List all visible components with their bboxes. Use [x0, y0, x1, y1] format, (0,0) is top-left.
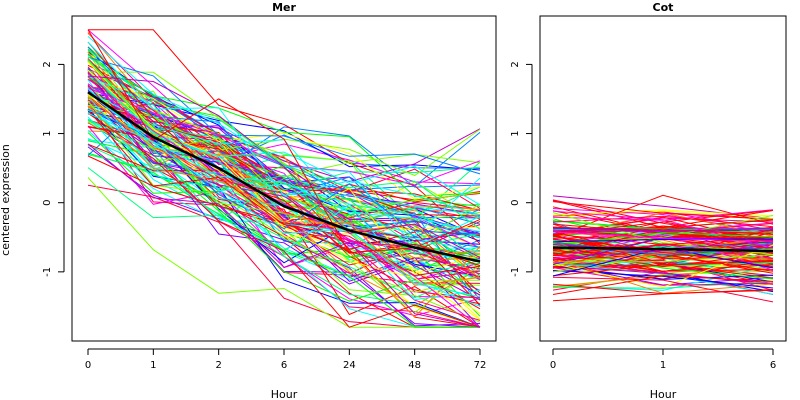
mer-profile-line — [87, 118, 481, 263]
cot-profile-line — [552, 231, 774, 265]
mer-profile-line — [87, 29, 481, 298]
cot-profile-line — [552, 225, 774, 251]
mer-profile-line — [87, 54, 481, 198]
panel-mer-frame — [71, 15, 497, 342]
mer-profile-line — [87, 71, 481, 206]
mer-profile-line — [87, 112, 481, 233]
mer-profile-line — [87, 108, 481, 235]
mer-x-tick-label: 1 — [150, 360, 156, 371]
mer-profile-line — [87, 56, 481, 230]
mer-profile-line — [87, 84, 481, 301]
mer-profile-line — [87, 143, 481, 328]
cot-profile-line — [552, 231, 774, 242]
mer-profile-line — [87, 61, 481, 320]
panel-cot: Cot 0 1 6 -1 0 1 2 Hour — [510, 1, 787, 400]
mer-profile-line — [87, 112, 481, 328]
mer-x-axis-label: Hour — [271, 388, 298, 400]
mer-x-tick-label: 2 — [215, 360, 221, 371]
cot-x-axis: 0 1 6 — [550, 348, 776, 371]
cot-y-tick-label: 2 — [510, 61, 521, 67]
mer-profile-line — [87, 75, 481, 258]
mer-profile-line — [87, 100, 481, 284]
cot-x-tick-label: 1 — [660, 360, 666, 371]
mer-profile-line — [87, 96, 481, 286]
mer-y-tick-label: -1 — [42, 267, 53, 277]
cot-profile-line — [552, 254, 774, 263]
cot-profile-line — [552, 270, 774, 289]
cot-profile-line — [552, 283, 774, 295]
cot-profile-line — [552, 238, 774, 243]
mer-profile-line — [87, 56, 481, 175]
y-axis-label: centered expression — [0, 144, 12, 256]
cot-profile-line — [552, 227, 774, 232]
mer-x-tick-label: 0 — [85, 360, 91, 371]
cot-profile-line — [552, 209, 774, 221]
cot-y-tick-label: 1 — [510, 130, 521, 136]
mer-profile-line — [87, 88, 481, 301]
mer-x-tick-label: 72 — [474, 360, 487, 371]
mer-profile-line — [87, 167, 481, 328]
panel-mer: Mer 0 1 2 6 24 48 72 -1 0 1 2 Hour — [42, 1, 497, 400]
cot-mean-line — [552, 246, 774, 253]
panel-cot-frame — [539, 15, 787, 342]
cot-x-tick-label: 6 — [770, 360, 776, 371]
cot-profile-line — [552, 236, 774, 255]
mer-y-tick-label: 1 — [42, 130, 53, 136]
cot-profile-line — [552, 215, 774, 228]
mer-profile-lines — [87, 29, 481, 328]
cot-profile-line — [552, 201, 774, 220]
cot-profile-line — [552, 199, 774, 241]
mer-mean-profile — [87, 91, 481, 263]
mer-y-axis: -1 0 1 2 — [42, 61, 65, 277]
panel-mer-title: Mer — [272, 1, 296, 14]
cot-y-axis: -1 0 1 2 — [510, 61, 533, 277]
mer-profile-line — [87, 105, 481, 279]
cot-x-axis-label: Hour — [650, 388, 677, 400]
mer-profile-line — [87, 72, 481, 280]
cot-profile-line — [552, 235, 774, 263]
mer-x-tick-label: 24 — [343, 360, 356, 371]
mer-profile-line — [87, 75, 481, 239]
mer-mean-line — [87, 91, 481, 263]
cot-y-tick-label: -1 — [510, 267, 521, 277]
mer-profile-line — [87, 155, 481, 277]
mer-y-tick-label: 2 — [42, 61, 53, 67]
mer-y-tick-label: 0 — [42, 200, 53, 206]
mer-profile-line — [87, 83, 481, 328]
mer-profile-line — [87, 109, 481, 277]
mer-profile-line — [87, 59, 481, 318]
cot-profile-line — [552, 260, 774, 277]
mer-x-tick-label: 48 — [408, 360, 421, 371]
mer-profile-line — [87, 41, 481, 267]
mer-profile-line — [87, 86, 481, 209]
mer-profile-line — [87, 79, 481, 216]
mer-profile-line — [87, 108, 481, 328]
mer-profile-line — [87, 100, 481, 293]
cot-profile-line — [552, 275, 774, 295]
cot-profile-line — [552, 276, 774, 303]
mer-profile-line — [87, 99, 481, 183]
panel-cot-title: Cot — [653, 1, 674, 14]
cot-x-tick-label: 0 — [550, 360, 556, 371]
cot-y-tick-label: 0 — [510, 200, 521, 206]
mer-profile-line — [87, 146, 481, 327]
cot-profile-line — [552, 234, 774, 264]
mer-profile-line — [87, 77, 481, 200]
cot-mean-profile — [552, 246, 774, 253]
mer-profile-line — [87, 41, 481, 216]
mer-x-tick-label: 6 — [281, 360, 287, 371]
cot-profile-line — [552, 244, 774, 288]
mer-x-axis: 0 1 2 6 24 48 72 — [85, 348, 487, 371]
mer-profile-line — [87, 92, 481, 298]
